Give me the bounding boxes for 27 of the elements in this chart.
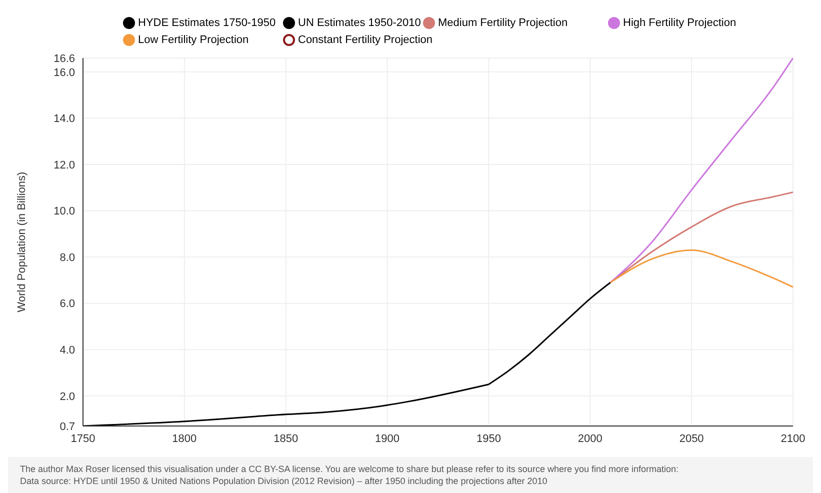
legend-label: UN Estimates 1950-2010 [298,16,421,28]
x-tick-label: 2100 [780,432,806,445]
legend-label: Low Fertility Projection [138,34,249,46]
y-tick-label: 4.0 [60,344,75,357]
x-tick-label: 1750 [70,432,96,445]
y-tick-label: 14.0 [54,113,75,126]
y-tick-label: 16.0 [54,66,75,79]
y-tick-label: 0.7 [60,420,75,433]
y-tick-label: 8.0 [60,252,75,264]
x-tick-label: 1950 [476,432,501,445]
legend-label: Constant Fertility Projection [298,34,432,46]
x-tick-label: 1850 [274,432,298,445]
legend-label: High Fertility Projection [623,16,736,28]
x-tick-label: 2000 [578,432,602,445]
x-tick-label: 1900 [375,432,400,445]
source-note: Data source: HYDE until 1950 & United Nations Population Division (2012 Revision) – after 1950 including the projections after 2010 [20,475,548,487]
y-tick-label: 6.0 [60,298,75,310]
y-tick-label: 12.0 [54,159,75,172]
legend-label: HYDE Estimates 1750-1950 [138,16,276,28]
y-axis-title: World Population (in Billions) [16,172,28,312]
text: The author Max Roser licensed this visualisation under a CC BY-SA license. You are welcome to share but please refer to its source where you find more information: [20,463,680,475]
y-tick-label: 2.0 [60,390,75,403]
y-tick-label: 16.6 [54,52,75,65]
legend-label: Medium Fertility Projection [438,16,568,28]
x-tick-label: 1800 [172,432,197,445]
y-tick-label: 10.0 [54,206,75,218]
x-tick-label: 2050 [679,432,704,445]
